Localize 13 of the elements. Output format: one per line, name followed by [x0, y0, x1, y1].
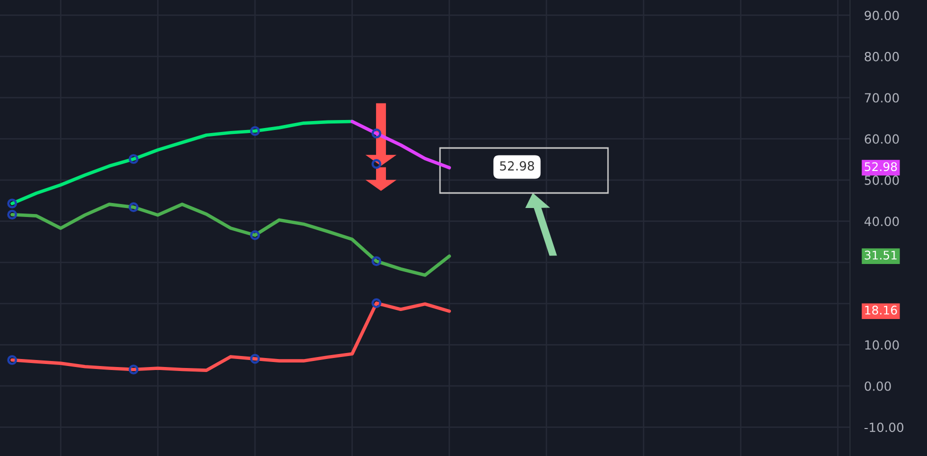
y-tick-label: 70.00 — [864, 93, 899, 103]
y-tick-label: 90.00 — [864, 10, 899, 20]
text: 31.51 — [864, 250, 897, 260]
y-tick-label: 80.00 — [864, 52, 899, 62]
y-tick-label: -10.00 — [864, 422, 904, 432]
y-tick-label: 10.00 — [865, 340, 899, 350]
annotation: 52.98 — [500, 161, 534, 171]
text: 52.98 — [864, 162, 897, 172]
text: 18.16 — [865, 306, 897, 315]
y-tick-label: 0.00 — [864, 381, 891, 391]
y-tick-label: 60.00 — [864, 134, 899, 144]
y-tick-label: 50.00 — [864, 175, 899, 185]
y-tick-label: 40.00 — [864, 216, 899, 226]
